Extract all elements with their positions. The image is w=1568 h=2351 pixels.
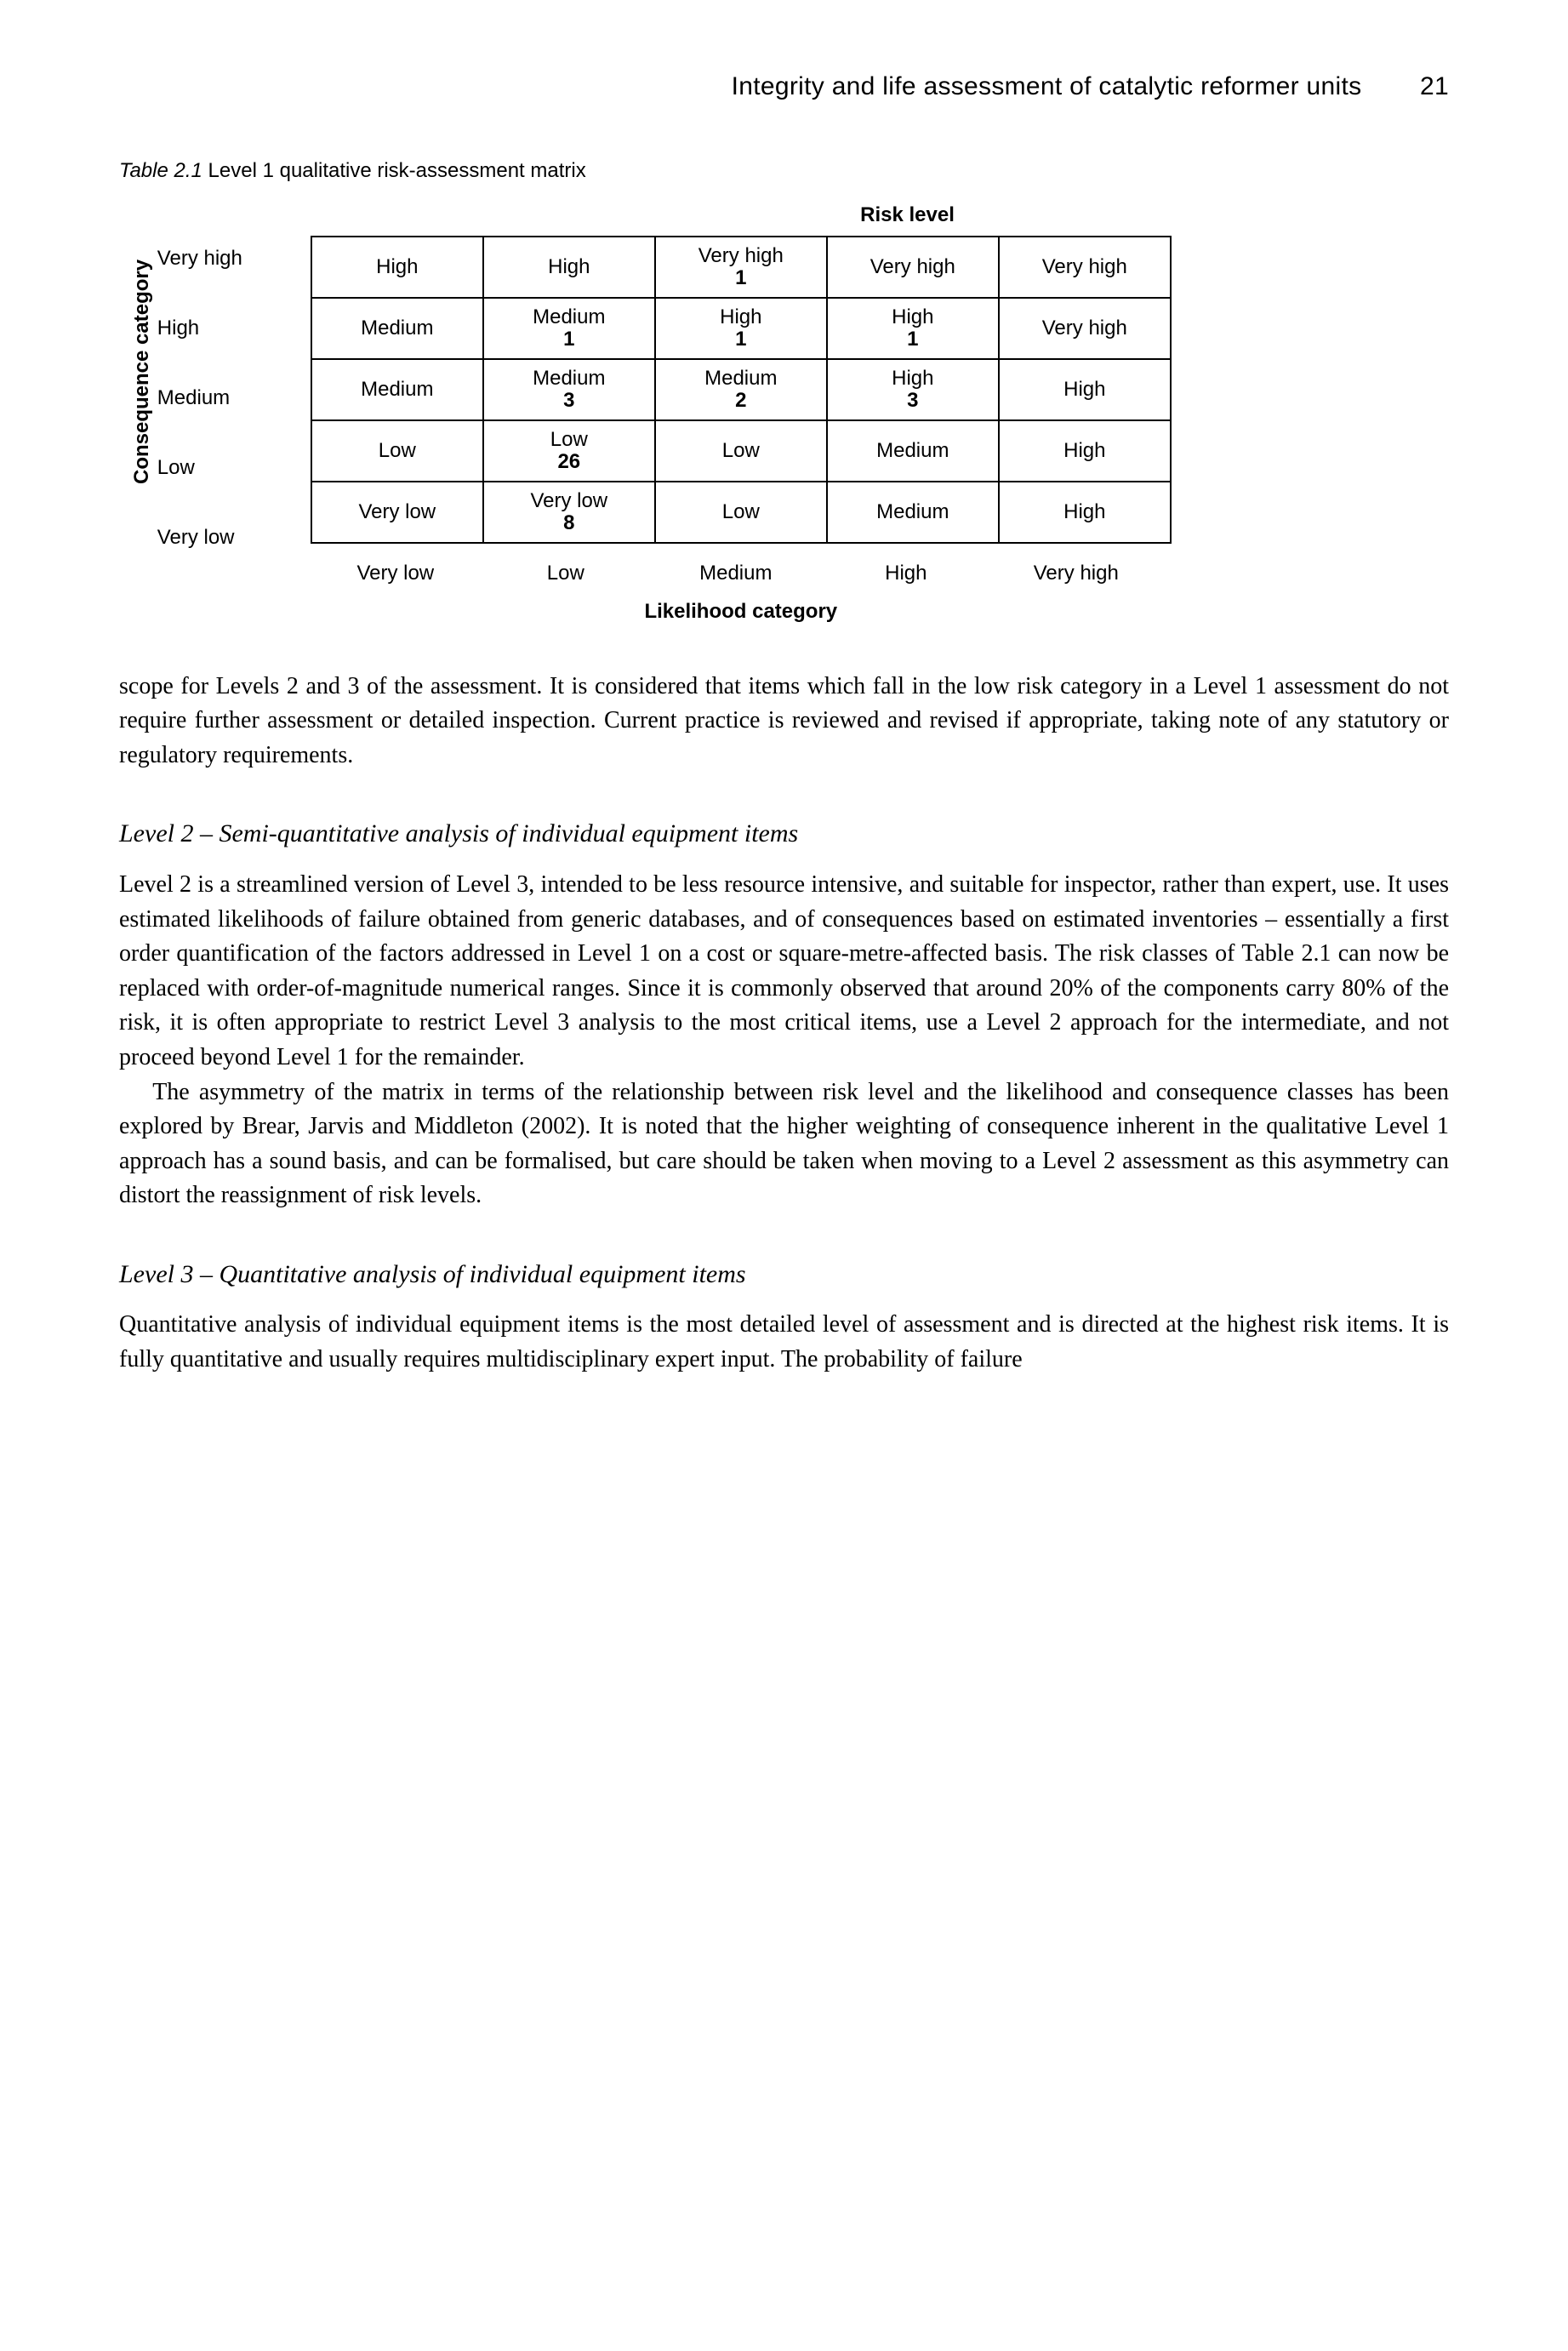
cell-value: Very high [1042,317,1127,340]
matrix-cell: High1 [654,299,826,358]
matrix-cell: Low [312,421,482,481]
matrix-cell: Very high [998,299,1170,358]
matrix-cell: High [998,360,1170,419]
cell-value: Very high [870,256,955,278]
matrix-row: MediumMedium3Medium2High3High [312,358,1170,419]
table-caption: Table 2.1 Level 1 qualitative risk-asses… [119,157,1449,186]
col-label: High [821,559,991,589]
cell-value: High [1063,440,1105,462]
col-label: Low [481,559,651,589]
cell-value: Medium [876,501,949,523]
section-heading-level3: Level 3 – Quantitative analysis of indiv… [119,1256,1449,1293]
cell-value: Low [722,440,760,462]
cell-value: High [720,306,761,328]
matrix-cell: High3 [826,360,998,419]
risk-level-title: Risk level [366,201,1449,231]
row-label: Very high [157,236,311,305]
cell-count: 2 [735,390,746,412]
page-number: 21 [1420,68,1449,106]
cell-count: 8 [563,512,574,534]
matrix-cell: Very low [312,482,482,542]
cell-count: 1 [735,267,746,289]
cell-value: Medium [533,368,605,390]
col-label: Very high [991,559,1161,589]
body-paragraph: Level 2 is a streamlined version of Leve… [119,868,1449,1076]
matrix-cell: Medium [312,360,482,419]
cell-value: Medium [361,379,433,401]
row-label: High [157,305,311,375]
matrix-cell: Low [654,421,826,481]
cell-value: Low [379,440,416,462]
row-label: Low [157,445,311,515]
matrix-cell: Very high [826,237,998,297]
cell-count: 1 [907,328,918,351]
cell-value: Medium [704,368,777,390]
cell-value: Low [550,429,588,451]
matrix-cell: Medium [826,421,998,481]
matrix-cell: High [998,421,1170,481]
section-heading-level2: Level 2 – Semi-quantitative analysis of … [119,815,1449,853]
cell-value: High [548,256,590,278]
y-axis-label: Consequence category [119,236,157,542]
body-paragraph: scope for Levels 2 and 3 of the assessme… [119,670,1449,773]
matrix-cell: Very high1 [654,237,826,297]
matrix-cell: Low26 [482,421,654,481]
matrix-cell: High [998,482,1170,542]
matrix-row: Very lowVery low8LowMediumHigh [312,481,1170,542]
cell-value: Medium [876,440,949,462]
risk-matrix: Risk level Consequence category Very hig… [119,201,1449,626]
col-label: Very low [311,559,481,589]
matrix-row: HighHighVery high1Very highVery high [312,237,1170,297]
matrix-row: LowLow26LowMediumHigh [312,419,1170,481]
cell-value: Very high [698,245,784,267]
cell-value: Very low [358,501,436,523]
col-label: Medium [651,559,821,589]
cell-count: 3 [563,390,574,412]
cell-value: Medium [533,306,605,328]
matrix-cell: High1 [826,299,998,358]
row-label: Medium [157,375,311,445]
matrix-cell: High [482,237,654,297]
cell-value: Very low [530,490,607,512]
cell-value: High [892,306,933,328]
cell-count: 1 [735,328,746,351]
matrix-cell: Medium3 [482,360,654,419]
matrix-cell: Very high [998,237,1170,297]
cell-value: High [1063,501,1105,523]
col-labels: Very low Low Medium High Very high [311,559,1172,589]
cell-value: Medium [361,317,433,340]
matrix-grid: HighHighVery high1Very highVery highMedi… [311,236,1172,627]
body-paragraph: The asymmetry of the matrix in terms of … [119,1076,1449,1213]
row-labels: Very high High Medium Low Very low [157,236,311,627]
matrix-cell: Very low8 [482,482,654,542]
table-caption-text: Level 1 qualitative risk-assessment matr… [208,159,586,182]
cell-value: High [376,256,418,278]
cell-value: Very high [1042,256,1127,278]
matrix-cell: Medium2 [654,360,826,419]
cell-count: 1 [563,328,574,351]
running-header: Integrity and life assessment of catalyt… [119,68,1449,106]
table-number: Table 2.1 [119,159,202,182]
matrix-cell: Medium [826,482,998,542]
cell-value: High [1063,379,1105,401]
matrix-row: MediumMedium1High1High1Very high [312,297,1170,358]
row-label: Very low [157,515,311,585]
running-title: Integrity and life assessment of catalyt… [732,72,1362,100]
cell-value: Low [722,501,760,523]
matrix-cell: Medium1 [482,299,654,358]
x-axis-label: Likelihood category [311,597,1172,627]
cell-value: High [892,368,933,390]
matrix-cell: Low [654,482,826,542]
cell-count: 3 [907,390,918,412]
matrix-cell: Medium [312,299,482,358]
matrix-cell: High [312,237,482,297]
cell-count: 26 [557,451,580,473]
body-paragraph: Quantitative analysis of individual equi… [119,1308,1449,1377]
